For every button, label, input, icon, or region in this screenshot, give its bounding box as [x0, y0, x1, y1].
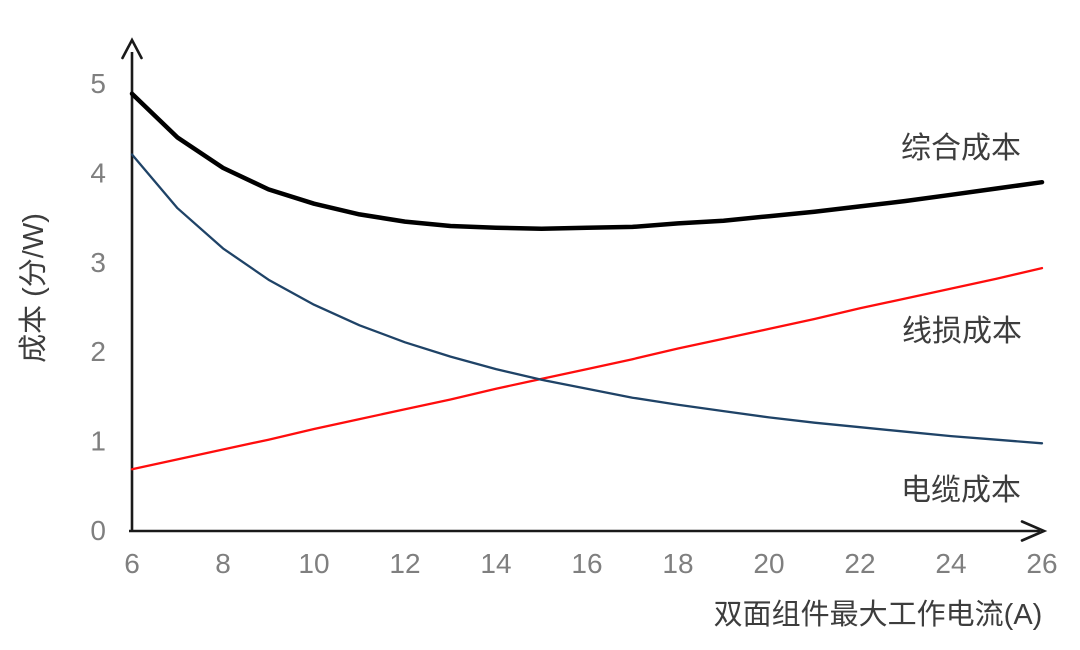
y-tick-label: 1	[90, 426, 106, 457]
y-tick-label: 3	[90, 247, 106, 278]
total-cost-label: 综合成本	[901, 132, 1021, 165]
x-tick-label: 10	[298, 548, 329, 579]
y-axis-label: 成本 (分/W)	[18, 213, 50, 363]
x-axis-label: 双面组件最大工作电流(A)	[713, 599, 1043, 631]
y-tick-label: 0	[90, 515, 106, 546]
x-tick-label: 6	[124, 548, 140, 579]
cable-cost-line	[130, 153, 1044, 445]
cable-cost-label: 电缆成本	[901, 474, 1021, 507]
x-tick-label: 12	[389, 548, 420, 579]
x-tick-label: 26	[1026, 548, 1057, 579]
line-loss-cost-label: 线损成本	[902, 315, 1022, 348]
x-axis-arrow-icon	[1020, 520, 1048, 542]
line-loss-cost-line	[130, 266, 1044, 471]
x-tick-label: 22	[844, 548, 875, 579]
y-tick-label: 5	[90, 68, 106, 99]
x-tick-label: 20	[753, 548, 784, 579]
y-tick-label: 4	[90, 157, 106, 188]
x-tick-label: 18	[662, 548, 693, 579]
x-tick-label: 14	[480, 548, 511, 579]
x-tick-label: 8	[215, 548, 231, 579]
y-axis-arrow-icon	[121, 37, 143, 60]
x-tick-label: 24	[935, 548, 966, 579]
total-cost-line	[129, 91, 1045, 231]
y-tick-label: 2	[90, 336, 106, 367]
x-tick-label: 16	[571, 548, 602, 579]
